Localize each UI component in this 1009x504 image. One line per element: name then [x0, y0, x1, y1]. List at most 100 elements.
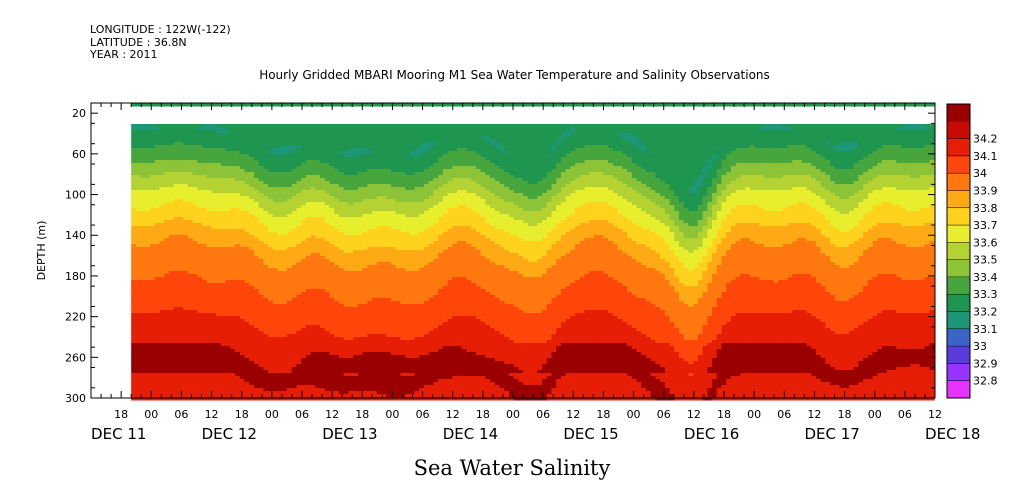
heatmap-cell [230, 379, 236, 383]
heatmap-cell [216, 271, 222, 275]
heatmap-cell [338, 358, 345, 362]
heatmap-cell [244, 241, 250, 245]
heatmap-cell [145, 196, 151, 200]
heatmap-cell [140, 262, 146, 266]
heatmap-cell [296, 220, 302, 224]
heatmap-cell [216, 388, 222, 392]
heatmap-cell [338, 211, 345, 215]
heatmap-cell [272, 136, 279, 140]
heatmap-cell [253, 265, 260, 269]
heatmap-cell [249, 289, 255, 293]
heatmap-cell [324, 151, 331, 155]
heatmap-cell [131, 205, 137, 209]
heatmap-cell [168, 217, 175, 221]
heatmap-cell [376, 361, 383, 365]
heatmap-cell [310, 340, 316, 344]
heatmap-cell [244, 340, 250, 344]
heatmap-cell [211, 379, 217, 383]
heatmap-cell [154, 379, 161, 383]
heatmap-cell [131, 250, 137, 254]
heatmap-cell [277, 199, 283, 203]
heatmap-cell [277, 226, 283, 230]
heatmap-cell [150, 307, 156, 311]
heatmap-cell [258, 229, 265, 233]
heatmap-cell [272, 286, 279, 290]
heatmap-cell [145, 124, 151, 128]
heatmap-cell [258, 337, 265, 341]
heatmap-cell [154, 226, 161, 230]
heatmap-cell [362, 190, 368, 194]
heatmap-cell [159, 388, 165, 392]
heatmap-cell [150, 190, 156, 194]
heatmap-cell [258, 295, 265, 299]
heatmap-cell [244, 238, 250, 242]
heatmap-cell [315, 241, 321, 245]
heatmap-cell [187, 373, 194, 377]
heatmap-cell [197, 187, 203, 191]
heatmap-cell [187, 139, 194, 143]
heatmap-cell [338, 268, 345, 272]
heatmap-cell [230, 307, 236, 311]
heatmap-cell [150, 223, 156, 227]
heatmap-cell [287, 136, 293, 140]
heatmap-cell [277, 241, 283, 245]
chart-title: Hourly Gridded MBARI Mooring M1 Sea Wate… [259, 68, 770, 82]
heatmap-cell [154, 232, 161, 236]
heatmap-cell [362, 241, 368, 245]
heatmap-cell [135, 334, 142, 338]
heatmap-cell [253, 148, 260, 152]
heatmap-cell [216, 103, 222, 107]
heatmap-cell [178, 151, 184, 155]
heatmap-cell [282, 289, 288, 293]
heatmap-cell [235, 229, 241, 233]
heatmap-cell [263, 223, 269, 227]
heatmap-cell [348, 136, 354, 140]
heatmap-cell [183, 151, 189, 155]
heatmap-cell [244, 292, 250, 296]
heatmap-cell [263, 226, 269, 230]
heatmap-cell [338, 196, 345, 200]
heatmap-cell [353, 280, 359, 284]
heatmap-cell [291, 295, 298, 299]
heatmap-cell [168, 169, 175, 173]
heatmap-cell [348, 343, 354, 347]
heatmap-cell [173, 181, 180, 185]
heatmap-cell [320, 391, 326, 395]
heatmap-cell [329, 208, 335, 212]
heatmap-cell [367, 337, 373, 341]
heatmap-cell [268, 304, 274, 308]
heatmap-cell [296, 295, 302, 299]
heatmap-cell [315, 193, 321, 197]
heatmap-cell [287, 304, 293, 308]
heatmap-cell [268, 397, 274, 401]
heatmap-cell [145, 139, 151, 143]
heatmap-cell [206, 142, 213, 146]
heatmap-cell [315, 271, 321, 275]
heatmap-cell [301, 370, 307, 374]
heatmap-cell [197, 232, 203, 236]
heatmap-cell [343, 184, 350, 188]
heatmap-cell [268, 127, 274, 131]
heatmap-cell [131, 196, 137, 200]
heatmap-cell [187, 364, 194, 368]
heatmap-cell [348, 157, 354, 161]
heatmap-cell [357, 214, 364, 218]
heatmap-cell [225, 124, 231, 128]
heatmap-cell [220, 253, 227, 257]
heatmap-cell [324, 259, 331, 263]
heatmap-cell [291, 178, 298, 182]
heatmap-cell [357, 181, 364, 185]
heatmap-cell [150, 280, 156, 284]
heatmap-cell [296, 307, 302, 311]
heatmap-cell [249, 139, 255, 143]
heatmap-cell [353, 319, 359, 323]
heatmap-cell [173, 367, 180, 371]
heatmap-cell [291, 151, 298, 155]
heatmap-cell [206, 124, 213, 128]
heatmap-cell [183, 391, 189, 395]
heatmap-cell [220, 397, 227, 401]
heatmap-cell [230, 244, 236, 248]
heatmap-cell [235, 340, 241, 344]
heatmap-cell [192, 178, 198, 182]
heatmap-cell [329, 127, 335, 131]
